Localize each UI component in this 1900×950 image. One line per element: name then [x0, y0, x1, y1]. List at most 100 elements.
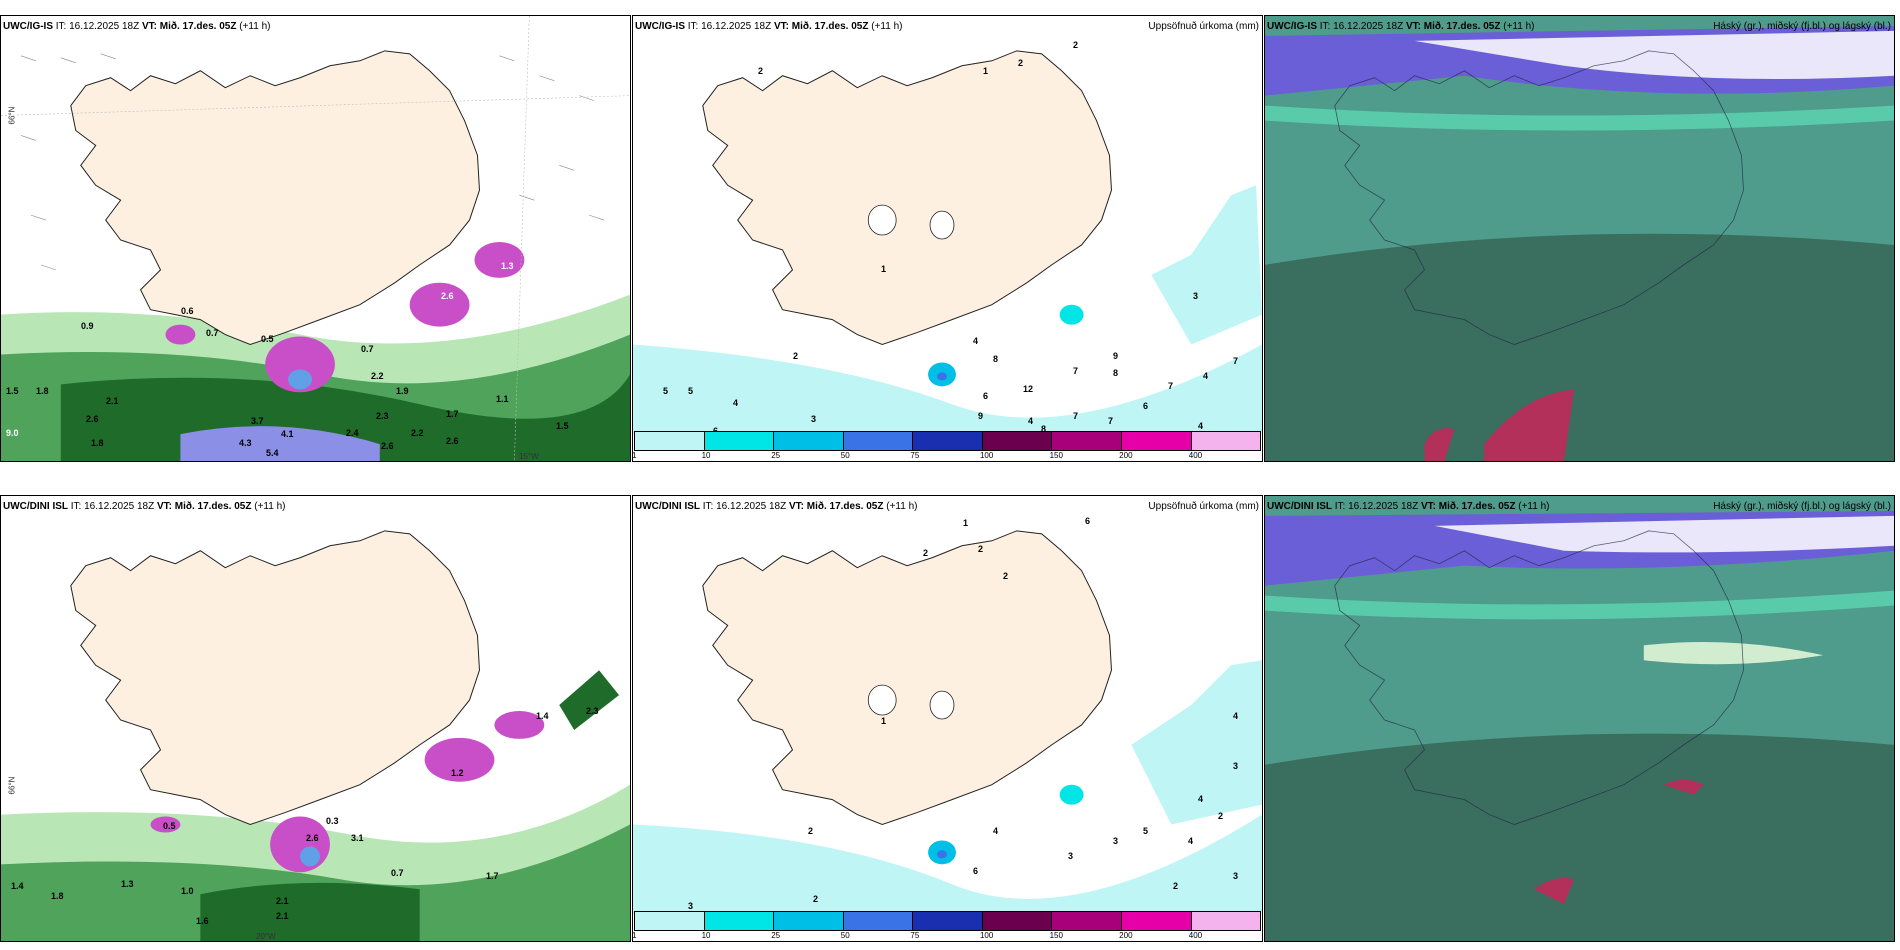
value-label: 2.1 — [106, 396, 119, 406]
value-label: 2.6 — [446, 436, 459, 446]
value-label: 2 — [1018, 58, 1024, 68]
colorbar-segment — [982, 912, 1053, 930]
colorbar-tick: 25 — [771, 931, 781, 940]
panel-header: UWC/DINI ISL IT: 16.12.2025 18Z VT: Mið.… — [1267, 501, 1550, 512]
value-label: 2.4 — [346, 428, 359, 438]
value-label: 5 — [663, 386, 669, 396]
value-label: 4 — [973, 336, 979, 346]
panel-title: Uppsöfnuð úrkoma (mm) — [1148, 501, 1259, 512]
colorbar-tick: 50 — [840, 451, 850, 460]
colorbar-tick: 75 — [910, 451, 920, 460]
value-label: 0.7 — [391, 868, 404, 878]
value-label: 6 — [983, 391, 989, 401]
value-label: 2 — [1003, 571, 1009, 581]
precip-colorbar — [634, 911, 1261, 931]
value-label: 3.1 — [351, 833, 364, 843]
value-label: 4 — [1028, 416, 1034, 426]
value-label: 3 — [1233, 871, 1239, 881]
value-label: 4.3 — [239, 438, 252, 448]
panel-dini-precip: UWC/DINI ISL IT: 16.12.2025 18Z VT: Mið.… — [632, 495, 1263, 942]
value-label: 0.3 — [326, 816, 339, 826]
value-label: 0.5 — [163, 821, 176, 831]
value-label: 2 — [978, 544, 984, 554]
colorbar-tick: 10 — [701, 931, 711, 940]
colorbar-tick: 1 — [632, 931, 637, 940]
value-label: 4 — [1198, 794, 1204, 804]
value-label: 4 — [993, 826, 999, 836]
value-label: 2.3 — [376, 411, 389, 421]
colorbar-tick: 400 — [1188, 931, 1203, 940]
panel-header: UWC/DINI ISL IT: 16.12.2025 18Z VT: Mið.… — [3, 501, 286, 512]
value-label: 8 — [993, 354, 999, 364]
colorbar-segment — [1052, 912, 1122, 930]
value-label: 4 — [733, 398, 739, 408]
panel-dini-wind: UWC/DINI ISL IT: 16.12.2025 18Z VT: Mið.… — [0, 495, 631, 942]
value-label: 1.5 — [556, 421, 569, 431]
lat-label: 66°N — [7, 106, 17, 125]
panel-header: UWC/IG-IS IT: 16.12.2025 18Z VT: Mið. 17… — [635, 21, 903, 32]
value-label: 1.7 — [446, 409, 459, 419]
value-label: 6 — [973, 866, 979, 876]
value-label: 1 — [881, 264, 887, 274]
value-label: 0.9 — [81, 321, 94, 331]
value-label: 3 — [1068, 851, 1074, 861]
value-label: 0.6 — [181, 306, 194, 316]
colorbar-segment — [1191, 912, 1261, 930]
colorbar-segment — [913, 432, 983, 450]
colorbar-segment — [913, 912, 983, 930]
value-label: 0.7 — [206, 328, 219, 338]
value-label: 8 — [1041, 424, 1047, 434]
value-label: 0.7 — [361, 344, 374, 354]
lon-label: 15°W — [519, 452, 539, 461]
colorbar-tick: 200 — [1119, 931, 1133, 940]
lon-label: 20°W — [256, 932, 276, 941]
panel-title: Uppsöfnuð úrkoma (mm) — [1148, 21, 1259, 32]
colorbar-segment — [635, 432, 705, 450]
colorbar-segment — [635, 912, 705, 930]
colorbar-segment — [1052, 432, 1122, 450]
colorbar-tick: 10 — [701, 451, 711, 460]
value-label: 1.4 — [11, 881, 24, 891]
colorbar-segment — [843, 432, 914, 450]
colorbar-tick: 25 — [771, 451, 781, 460]
value-label: 4 — [1198, 421, 1204, 431]
colorbar-tick: 1 — [632, 451, 637, 460]
value-label: 9 — [1113, 351, 1119, 361]
value-label: 5 — [688, 386, 694, 396]
value-label: 4 — [1233, 711, 1239, 721]
value-label: 5 — [1143, 826, 1149, 836]
colorbar-segment — [704, 912, 775, 930]
value-label: 1.6 — [196, 916, 209, 926]
panel-igis-cloud: UWC/IG-IS IT: 16.12.2025 18Z VT: Mið. 17… — [1264, 15, 1895, 462]
value-label: 8 — [1113, 368, 1119, 378]
wind-map — [1, 496, 630, 941]
value-label: 5.4 — [266, 448, 279, 458]
value-label: 2.1 — [276, 896, 289, 906]
colorbar-segment — [774, 432, 844, 450]
value-label: 2 — [1073, 40, 1079, 50]
colorbar-tick-labels: 1 10 25 50 75 100 150 200 400 — [632, 931, 1261, 941]
value-label: 2 — [808, 826, 814, 836]
panel-header: UWC/DINI ISL IT: 16.12.2025 18Z VT: Mið.… — [635, 501, 918, 512]
colorbar-segment — [843, 912, 914, 930]
colorbar-tick: 75 — [910, 931, 920, 940]
cloud-map — [1265, 16, 1894, 461]
value-label: 2 — [813, 894, 819, 904]
value-label: 7 — [1073, 411, 1079, 421]
value-label: 6 — [1085, 516, 1091, 526]
panel-igis-wind: UWC/IG-IS IT: 16.12.2025 18Z VT: Mið. 17… — [0, 15, 631, 462]
value-label: 7 — [1108, 416, 1114, 426]
colorbar-segment — [704, 432, 775, 450]
value-label: 2 — [793, 351, 799, 361]
value-label: 1.3 — [121, 879, 134, 889]
precip-map — [633, 496, 1262, 941]
value-label: 1.4 — [536, 711, 549, 721]
colorbar-segment — [1191, 432, 1261, 450]
value-label: 4 — [1188, 836, 1194, 846]
value-label: 2.6 — [306, 833, 319, 843]
value-label: 2.1 — [276, 911, 289, 921]
panel-title: Háský (gr.), miðský (fj.bl.) og lágský (… — [1713, 501, 1891, 512]
value-label: 2 — [758, 66, 764, 76]
value-label: 2 — [1173, 881, 1179, 891]
colorbar-tick-labels: 1 10 25 50 75 100 150 200 400 — [632, 451, 1261, 461]
